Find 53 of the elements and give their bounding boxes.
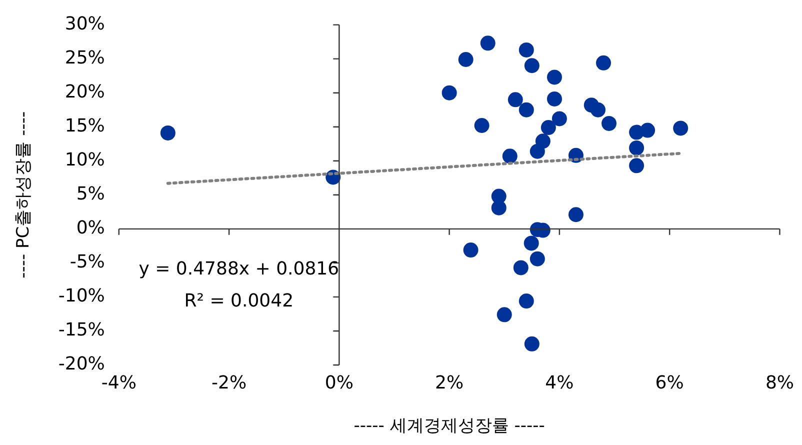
point: [602, 116, 617, 131]
y-tick-label: 15%: [64, 116, 105, 137]
point: [546, 70, 562, 85]
annotation: R² = 0.0042: [184, 290, 294, 312]
point: [491, 200, 506, 216]
annotation: y = 0.4788x + 0.0816: [138, 258, 340, 280]
point: [496, 307, 512, 322]
point: [530, 144, 545, 159]
point: [530, 251, 545, 266]
x-tick-label: 2%: [435, 372, 464, 394]
y-tick-label: 10%: [64, 150, 105, 171]
point: [458, 52, 474, 67]
x-tick-label: 6%: [655, 372, 684, 394]
point: [524, 236, 539, 251]
point: [629, 140, 644, 156]
y-tick-label: 20%: [64, 82, 105, 103]
y-axis-title: ---- PC출하성장률 ----: [14, 111, 34, 278]
y-tick-label: 30%: [64, 13, 105, 34]
point: [480, 36, 496, 51]
point: [502, 148, 518, 164]
point: [463, 242, 478, 258]
point: [590, 102, 606, 118]
point: [524, 336, 540, 352]
point: [518, 294, 534, 309]
y-tick-label: -5%: [70, 252, 105, 273]
y-tick-label: 5%: [76, 184, 105, 205]
x-tick-label: -4%: [101, 372, 136, 394]
point: [629, 158, 644, 174]
x-tick-label: 4%: [545, 372, 574, 394]
point: [640, 122, 656, 138]
x-tick-label: 0%: [324, 372, 354, 394]
x-tick-label: 8%: [765, 372, 794, 394]
point: [596, 55, 612, 70]
point: [508, 92, 523, 108]
y-tick-label: -10%: [58, 286, 105, 307]
point: [518, 42, 534, 58]
y-tick-label: -15%: [58, 320, 105, 341]
point: [160, 125, 176, 140]
y-tick-label: 25%: [64, 47, 105, 68]
point: [552, 111, 567, 126]
point: [442, 85, 457, 100]
y-tick-label: 0%: [76, 218, 105, 239]
point: [673, 120, 688, 136]
point: [524, 58, 540, 74]
x-tick-label: -2%: [212, 372, 247, 394]
point: [568, 207, 584, 222]
point: [513, 260, 528, 276]
point: [546, 91, 562, 106]
y-tick-label: -20%: [58, 354, 105, 375]
point: [540, 120, 556, 136]
point: [518, 102, 534, 118]
point: [474, 118, 490, 133]
x-axis-title: ----- 세계경제성장률 -----: [354, 416, 545, 436]
